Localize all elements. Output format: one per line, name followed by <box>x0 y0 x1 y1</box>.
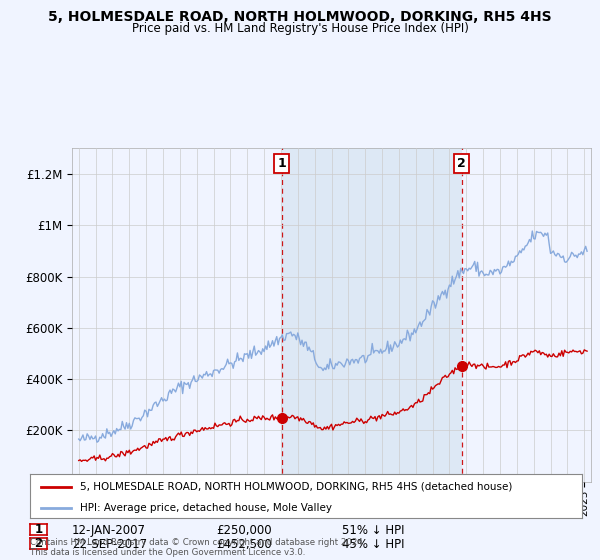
Text: 2: 2 <box>457 157 466 170</box>
Text: £250,000: £250,000 <box>216 524 272 538</box>
Text: £452,500: £452,500 <box>216 538 272 551</box>
Text: 22-SEP-2017: 22-SEP-2017 <box>72 538 147 551</box>
Text: 1: 1 <box>34 523 43 536</box>
Text: 5, HOLMESDALE ROAD, NORTH HOLMWOOD, DORKING, RH5 4HS (detached house): 5, HOLMESDALE ROAD, NORTH HOLMWOOD, DORK… <box>80 482 512 492</box>
Text: Price paid vs. HM Land Registry's House Price Index (HPI): Price paid vs. HM Land Registry's House … <box>131 22 469 35</box>
Text: HPI: Average price, detached house, Mole Valley: HPI: Average price, detached house, Mole… <box>80 503 332 514</box>
Text: 12-JAN-2007: 12-JAN-2007 <box>72 524 146 538</box>
Text: Contains HM Land Registry data © Crown copyright and database right 2024.
This d: Contains HM Land Registry data © Crown c… <box>30 538 365 557</box>
Text: 2: 2 <box>34 536 43 550</box>
Text: 51% ↓ HPI: 51% ↓ HPI <box>342 524 404 538</box>
Bar <box>281 148 462 482</box>
Text: 45% ↓ HPI: 45% ↓ HPI <box>342 538 404 551</box>
Text: 1: 1 <box>277 157 286 170</box>
Text: 5, HOLMESDALE ROAD, NORTH HOLMWOOD, DORKING, RH5 4HS: 5, HOLMESDALE ROAD, NORTH HOLMWOOD, DORK… <box>48 10 552 24</box>
